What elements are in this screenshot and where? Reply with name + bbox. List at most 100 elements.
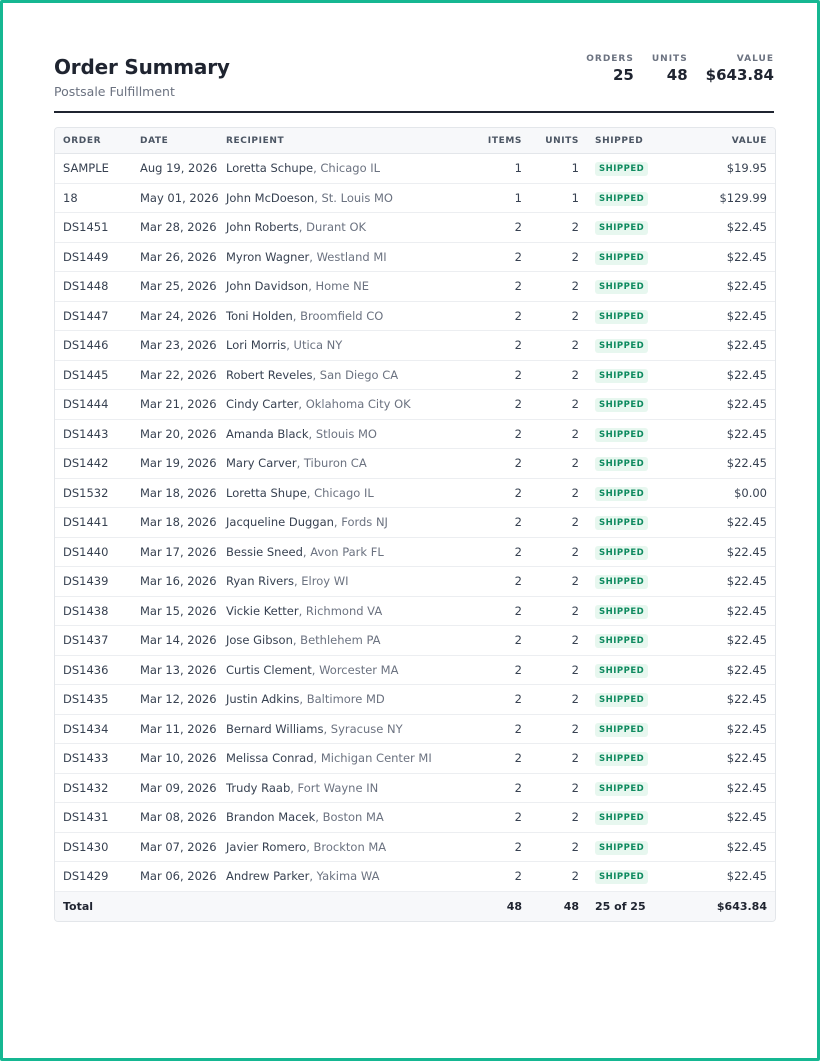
column-header-items: ITEMS [458, 128, 530, 154]
recipient: Lori Morris, Utica NY [218, 330, 458, 361]
status-badge: SHIPPED [595, 221, 649, 236]
status-badge: SHIPPED [595, 752, 649, 767]
recipient-city: , Durant OK [298, 220, 367, 235]
table-row: DS1429 Mar 06, 2026 Andrew Parker, Yakima … [55, 861, 775, 892]
recipient: Javier Romero, Brockton MA [218, 832, 458, 862]
status-badge: SHIPPED [595, 309, 649, 324]
order-value: $22.45 [679, 714, 775, 744]
recipient-city: , Avon Park FL [302, 544, 384, 559]
order-date: Mar 16, 2026 [132, 566, 218, 597]
order-id: DS1431 [55, 802, 132, 833]
recipient-name: Vickie Ketter [226, 603, 299, 618]
recipient-city: , Bethlehem PA [292, 633, 381, 648]
status-badge: SHIPPED [595, 486, 649, 501]
recipient-city: , Broomfield CO [292, 308, 384, 323]
recipient-city: , Utica NY [286, 338, 343, 353]
stat-label: UNITS [651, 54, 688, 64]
order-date: Mar 22, 2026 [132, 360, 218, 390]
order-id: DS1449 [55, 242, 132, 272]
order-id: DS1440 [55, 537, 132, 567]
shipped-cell: SHIPPED [587, 153, 679, 184]
order-id: DS1446 [55, 330, 132, 361]
recipient: Justin Adkins, Baltimore MD [218, 684, 458, 715]
recipient-name: Loretta Shupe [226, 485, 307, 500]
recipient-city: , Richmond VA [298, 603, 383, 618]
recipient-name: Curtis Clement [226, 662, 312, 677]
unit-count: 2 [530, 448, 587, 479]
recipient: Bessie Sneed, Avon Park FL [218, 537, 458, 567]
item-count: 2 [458, 419, 530, 449]
order-date: Mar 10, 2026 [132, 743, 218, 774]
status-badge: SHIPPED [595, 427, 649, 442]
table-row: DS1440 Mar 17, 2026 Bessie Sneed, Avon Par… [55, 537, 775, 567]
unit-count: 2 [530, 212, 587, 243]
recipient-name: Toni Holden [226, 308, 293, 323]
shipped-cell: SHIPPED [587, 861, 679, 892]
table-row: DS1441 Mar 18, 2026 Jacqueline Duggan, For… [55, 507, 775, 538]
unit-count: 1 [530, 153, 587, 184]
unit-count: 2 [530, 330, 587, 361]
shipped-cell: SHIPPED [587, 242, 679, 272]
table-row: DS1435 Mar 12, 2026 Justin Adkins, Baltimo… [55, 684, 775, 715]
recipient: Loretta Shupe, Chicago IL [218, 478, 458, 508]
order-value: $22.45 [679, 301, 775, 331]
status-badge: SHIPPED [595, 634, 649, 649]
unit-count: 2 [530, 389, 587, 420]
recipient: John Roberts, Durant OK [218, 212, 458, 243]
order-value: $22.45 [679, 832, 775, 862]
table-row: DS1446 Mar 23, 2026 Lori Morris, Utica NY 2… [55, 330, 775, 361]
order-id: DS1432 [55, 773, 132, 803]
shipped-cell: SHIPPED [587, 714, 679, 744]
unit-count: 2 [530, 478, 587, 508]
stat-value-total: VALUE $643.84 [706, 54, 774, 84]
order-id: DS1434 [55, 714, 132, 744]
page-title: Order Summary [54, 55, 230, 79]
item-count: 2 [458, 242, 530, 272]
order-id: 18 [55, 183, 132, 213]
recipient-name: John Davidson [226, 279, 309, 294]
shipped-cell: SHIPPED [587, 802, 679, 833]
order-id: DS1429 [55, 861, 132, 892]
table-row: DS1431 Mar 08, 2026 Brandon Macek, Boston … [55, 802, 775, 833]
recipient: Andrew Parker, Yakima WA [218, 861, 458, 892]
table-row: DS1451 Mar 28, 2026 John Roberts, Durant O… [55, 212, 775, 243]
recipient-city: , Chicago IL [306, 485, 374, 500]
recipient: Amanda Black, Stlouis MO [218, 419, 458, 449]
unit-count: 2 [530, 743, 587, 774]
order-date: Mar 25, 2026 [132, 271, 218, 302]
recipient-name: Amanda Black [226, 426, 309, 441]
unit-count: 2 [530, 861, 587, 892]
column-header-order: ORDER [55, 128, 132, 154]
item-count: 2 [458, 478, 530, 508]
unit-count: 2 [530, 596, 587, 626]
page-subtitle: Postsale Fulfillment [54, 84, 175, 99]
status-badge: SHIPPED [595, 516, 649, 531]
shipped-cell: SHIPPED [587, 360, 679, 390]
table-body: SAMPLE Aug 19, 2026 Loretta Schupe, Chicag… [55, 153, 775, 892]
order-id: DS1532 [55, 478, 132, 508]
recipient-name: Brandon Macek [226, 810, 316, 825]
status-badge: SHIPPED [595, 545, 649, 560]
total-items: 48 [458, 890, 530, 921]
order-value: $22.45 [679, 419, 775, 449]
order-date: Mar 13, 2026 [132, 655, 218, 685]
item-count: 2 [458, 743, 530, 774]
table-row: DS1438 Mar 15, 2026 Vickie Ketter, Richmon… [55, 596, 775, 626]
orders-table: ORDER DATE RECIPIENT ITEMS UNITS SHIPPED… [55, 128, 775, 921]
stat-value: 25 [612, 66, 634, 84]
total-label: Total [55, 890, 132, 921]
recipient-name: John Roberts [226, 220, 299, 235]
recipient-name: Ryan Rivers [226, 574, 294, 589]
unit-count: 2 [530, 360, 587, 390]
recipient-city: , Boston MA [315, 810, 384, 825]
recipient-city: , Fords NJ [333, 515, 388, 530]
recipient-name: Jose Gibson [226, 633, 293, 648]
shipped-cell: SHIPPED [587, 655, 679, 685]
recipient-city: , San Diego CA [312, 367, 399, 382]
status-badge: SHIPPED [595, 457, 649, 472]
status-badge: SHIPPED [595, 339, 649, 354]
unit-count: 2 [530, 301, 587, 331]
order-value: $22.45 [679, 271, 775, 302]
recipient: Loretta Schupe, Chicago IL [218, 153, 458, 184]
